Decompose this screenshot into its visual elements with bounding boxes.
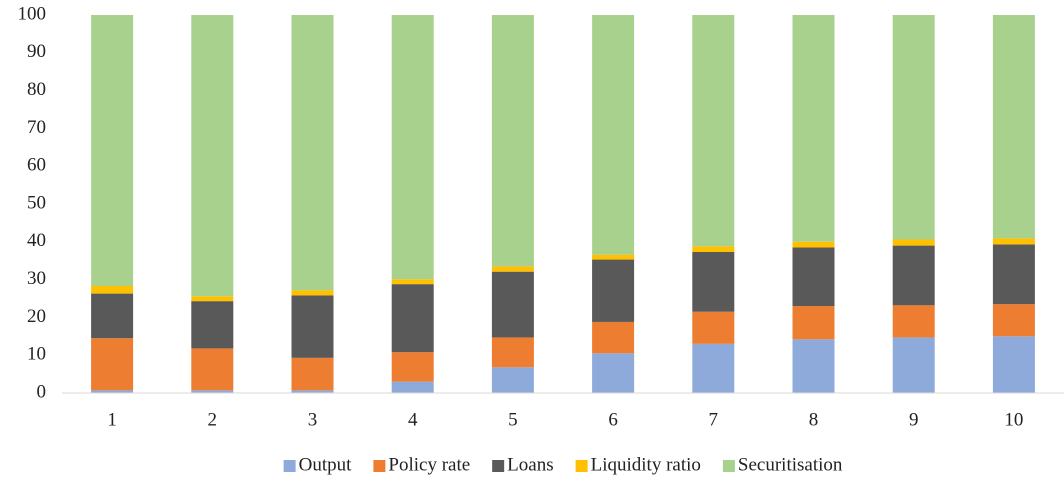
y-tick-label: 0	[37, 381, 47, 402]
y-tick-label: 50	[27, 192, 46, 213]
x-tick-label: 7	[709, 409, 719, 430]
y-tick-label: 80	[27, 79, 46, 100]
bar-segment	[792, 306, 835, 340]
bar-segment	[291, 357, 334, 391]
bar-segment	[592, 254, 635, 260]
bar-segment	[792, 339, 835, 393]
bar-segment	[892, 239, 935, 246]
x-tick-label: 5	[508, 409, 518, 430]
x-tick-label: 6	[608, 409, 618, 430]
bar-segment	[491, 367, 534, 393]
bar-segment	[491, 15, 534, 267]
legend: Output Policy rate Loans Liquidity ratio Sec…	[283, 454, 843, 475]
legend-label: Output	[299, 454, 353, 475]
bar-segment	[491, 337, 534, 368]
bar-segment	[191, 390, 234, 393]
bar-segment	[592, 353, 635, 393]
x-tick-label: 4	[408, 409, 418, 430]
bar-segment	[91, 293, 134, 339]
legend-label: Securitisation	[738, 454, 843, 475]
bar-segment	[992, 238, 1035, 245]
bar-segment	[191, 296, 234, 302]
bar-segment	[592, 259, 635, 322]
y-tick-label: 40	[27, 230, 46, 251]
bar-segment	[692, 343, 735, 393]
legend-swatch	[492, 460, 505, 472]
bar-segment	[391, 279, 434, 285]
bar-segment	[992, 244, 1035, 305]
x-tick-label: 10	[1004, 409, 1023, 430]
bar-segment	[291, 295, 334, 358]
y-tick-label: 30	[27, 268, 46, 289]
y-tick-label: 60	[27, 155, 46, 176]
legend-swatch	[283, 460, 296, 472]
bar-segment	[692, 246, 735, 253]
bar-segment	[91, 15, 134, 287]
x-tick-label: 2	[208, 409, 218, 430]
bar-segment	[992, 15, 1035, 239]
bar-segment	[391, 352, 434, 382]
bar-segment	[91, 338, 134, 391]
bar-segment	[692, 252, 735, 312]
bar-segment	[291, 390, 334, 393]
bar-segment	[992, 304, 1035, 337]
bar-segment	[892, 305, 935, 338]
legend-swatch	[722, 460, 735, 472]
bar-segment	[191, 301, 234, 349]
bar-segment	[91, 286, 134, 294]
bar-segment	[592, 321, 635, 354]
bar-segment	[391, 284, 434, 353]
bar-segment	[592, 15, 635, 255]
bar-segment	[992, 336, 1035, 393]
bar-segment	[692, 15, 735, 247]
legend-label: Loans	[507, 454, 553, 475]
legend-label: Policy rate	[388, 454, 470, 475]
y-tick-label: 20	[27, 306, 46, 327]
bar-segment	[191, 15, 234, 297]
bar-segment	[792, 241, 835, 248]
bar-segment	[792, 247, 835, 307]
bar-segment	[892, 15, 935, 240]
bar-segment	[91, 390, 134, 393]
bar-segment	[291, 290, 334, 296]
legend-swatch	[373, 460, 386, 472]
y-tick-label: 70	[27, 117, 46, 138]
y-tick-label: 10	[27, 344, 46, 365]
bar-segment	[792, 15, 835, 242]
y-tick-label: 100	[18, 3, 47, 24]
bar-segment	[291, 15, 334, 291]
bar-segment	[692, 311, 735, 344]
legend-label: Liquidity ratio	[591, 454, 701, 475]
bar-segment	[491, 266, 534, 272]
bar-segment	[892, 337, 935, 393]
bar-segment	[391, 15, 434, 280]
x-tick-label: 1	[107, 409, 117, 430]
x-tick-label: 9	[909, 409, 919, 430]
y-tick-label: 90	[27, 41, 46, 62]
x-tick-label: 3	[308, 409, 318, 430]
bar-segment	[491, 271, 534, 338]
bar-segment	[391, 381, 434, 393]
bar-segment	[191, 348, 234, 391]
legend-swatch	[575, 460, 588, 472]
bar-segment	[892, 245, 935, 306]
x-tick-label: 8	[809, 409, 819, 430]
